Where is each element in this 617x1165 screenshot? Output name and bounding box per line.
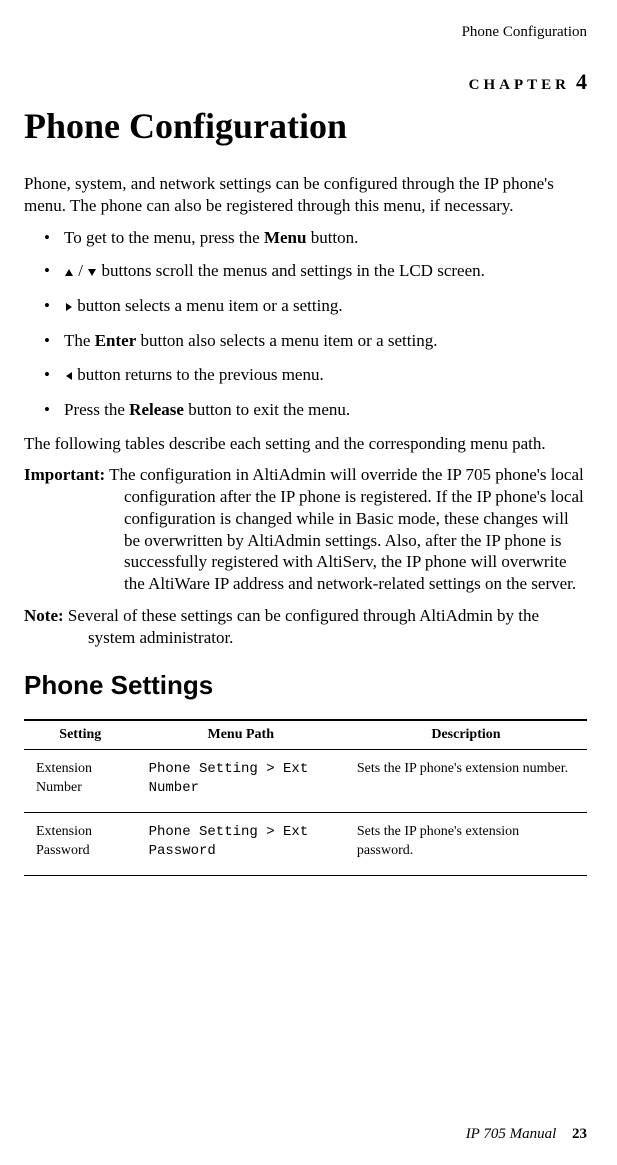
intro-paragraph: Phone, system, and network settings can …	[24, 173, 587, 217]
bullet-item: Press the Release button to exit the men…	[24, 399, 587, 421]
text: button to exit the menu.	[184, 400, 350, 419]
down-arrow-icon	[87, 261, 97, 283]
bullet-item: button returns to the previous menu.	[24, 364, 587, 387]
text: The	[64, 331, 95, 350]
bullet-list: To get to the menu, press the Menu butto…	[24, 227, 587, 421]
bullet-item: / buttons scroll the menus and settings …	[24, 260, 587, 283]
menu-bold: Menu	[264, 228, 307, 247]
text: buttons scroll the menus and settings in…	[97, 261, 485, 280]
text: button also selects a menu item or a set…	[136, 331, 437, 350]
manual-name: IP 705 Manual	[466, 1126, 560, 1142]
table-row: Extension Number Phone Setting > Ext Num…	[24, 750, 587, 813]
section-heading: Phone Settings	[24, 670, 587, 701]
running-head: Phone Configuration	[24, 24, 587, 41]
table-row: Extension Password Phone Setting > Ext P…	[24, 813, 587, 876]
left-arrow-icon	[64, 365, 73, 387]
page-number: 23	[572, 1126, 587, 1142]
footer: IP 705 Manual 23	[466, 1126, 587, 1143]
cell-path: Phone Setting > Ext Number	[137, 750, 345, 813]
col-menupath: Menu Path	[137, 720, 345, 750]
chapter-line: CHAPTER 4	[24, 69, 587, 95]
page-title: Phone Configuration	[24, 105, 587, 147]
settings-table: Setting Menu Path Description Extension …	[24, 719, 587, 876]
text: button.	[306, 228, 358, 247]
bullet-item: button selects a menu item or a setting.	[24, 295, 587, 318]
cell-setting: Extension Password	[24, 813, 137, 876]
chapter-number: 4	[576, 69, 587, 94]
important-note: Important: The configuration in AltiAdmi…	[24, 464, 587, 595]
note-label: Note:	[24, 606, 64, 625]
chapter-word: CHAPTER	[469, 77, 570, 93]
note: Note: Several of these settings can be c…	[24, 605, 587, 649]
bullet-item: The Enter button also selects a menu ite…	[24, 330, 587, 352]
col-setting: Setting	[24, 720, 137, 750]
enter-bold: Enter	[95, 331, 137, 350]
after-bullets-paragraph: The following tables describe each setti…	[24, 433, 587, 455]
text: To get to the menu, press the	[64, 228, 264, 247]
right-arrow-icon	[64, 296, 73, 318]
cell-path: Phone Setting > Ext Password	[137, 813, 345, 876]
important-text: The configuration in AltiAdmin will over…	[105, 465, 584, 593]
cell-desc: Sets the IP phone's extension password.	[345, 813, 587, 876]
page: Phone Configuration CHAPTER 4 Phone Confi…	[0, 0, 617, 1165]
note-text: Several of these settings can be configu…	[64, 606, 539, 647]
col-description: Description	[345, 720, 587, 750]
up-arrow-icon	[64, 261, 74, 283]
cell-desc: Sets the IP phone's extension number.	[345, 750, 587, 813]
cell-setting: Extension Number	[24, 750, 137, 813]
table-header-row: Setting Menu Path Description	[24, 720, 587, 750]
bullet-item: To get to the menu, press the Menu butto…	[24, 227, 587, 249]
text: button selects a menu item or a setting.	[73, 296, 343, 315]
release-bold: Release	[129, 400, 184, 419]
important-label: Important:	[24, 465, 105, 484]
text: Press the	[64, 400, 129, 419]
text: button returns to the previous menu.	[73, 365, 324, 384]
